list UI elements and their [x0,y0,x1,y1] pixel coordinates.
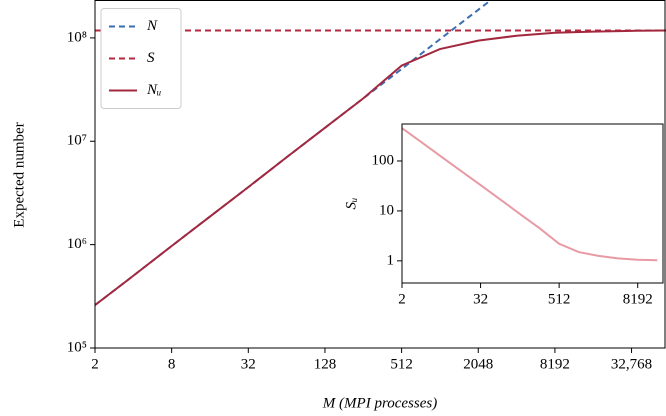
x-tick-label: 8192 [540,356,570,372]
y-tick-label: 10⁶ [67,236,87,252]
y-tick-label: 10⁸ [67,29,87,45]
y-axis-label: Expected number [11,122,27,227]
series-group [402,127,658,262]
x-tick-label: 2 [398,291,406,307]
x-tick-label: 32,768 [611,356,652,372]
y-tick-label: 10⁵ [67,339,87,355]
x-axis-label: M (MPI processes) [322,395,437,411]
x-tick-label: 8192 [623,291,653,307]
inset-y-label: Sᵤ [343,198,359,210]
x-tick-label: 512 [548,291,571,307]
y-tick-label: 10⁷ [67,133,87,149]
x-tick-label: 512 [390,356,413,372]
series-group [95,0,666,306]
x-tick-label: 8 [168,356,176,372]
legend-label: Nᵤ [146,82,161,98]
legend-label: N [146,18,158,34]
line [402,127,658,262]
plot-frame [94,0,666,349]
x-tick-label: 2048 [463,356,493,372]
x-tick-label: 2 [91,356,99,372]
plot-frame [401,123,664,284]
legend-box [100,8,182,109]
y-tick-label: 1 [387,252,395,268]
line [95,0,493,306]
y-tick-label: 100 [372,152,395,168]
y-tick-label: 10 [379,202,394,218]
x-tick-label: 32 [473,291,488,307]
plot-area [402,124,663,283]
line [95,29,666,306]
x-tick-label: 128 [314,356,337,372]
x-tick-label: 32 [241,356,256,372]
legend-label: S [147,50,155,66]
